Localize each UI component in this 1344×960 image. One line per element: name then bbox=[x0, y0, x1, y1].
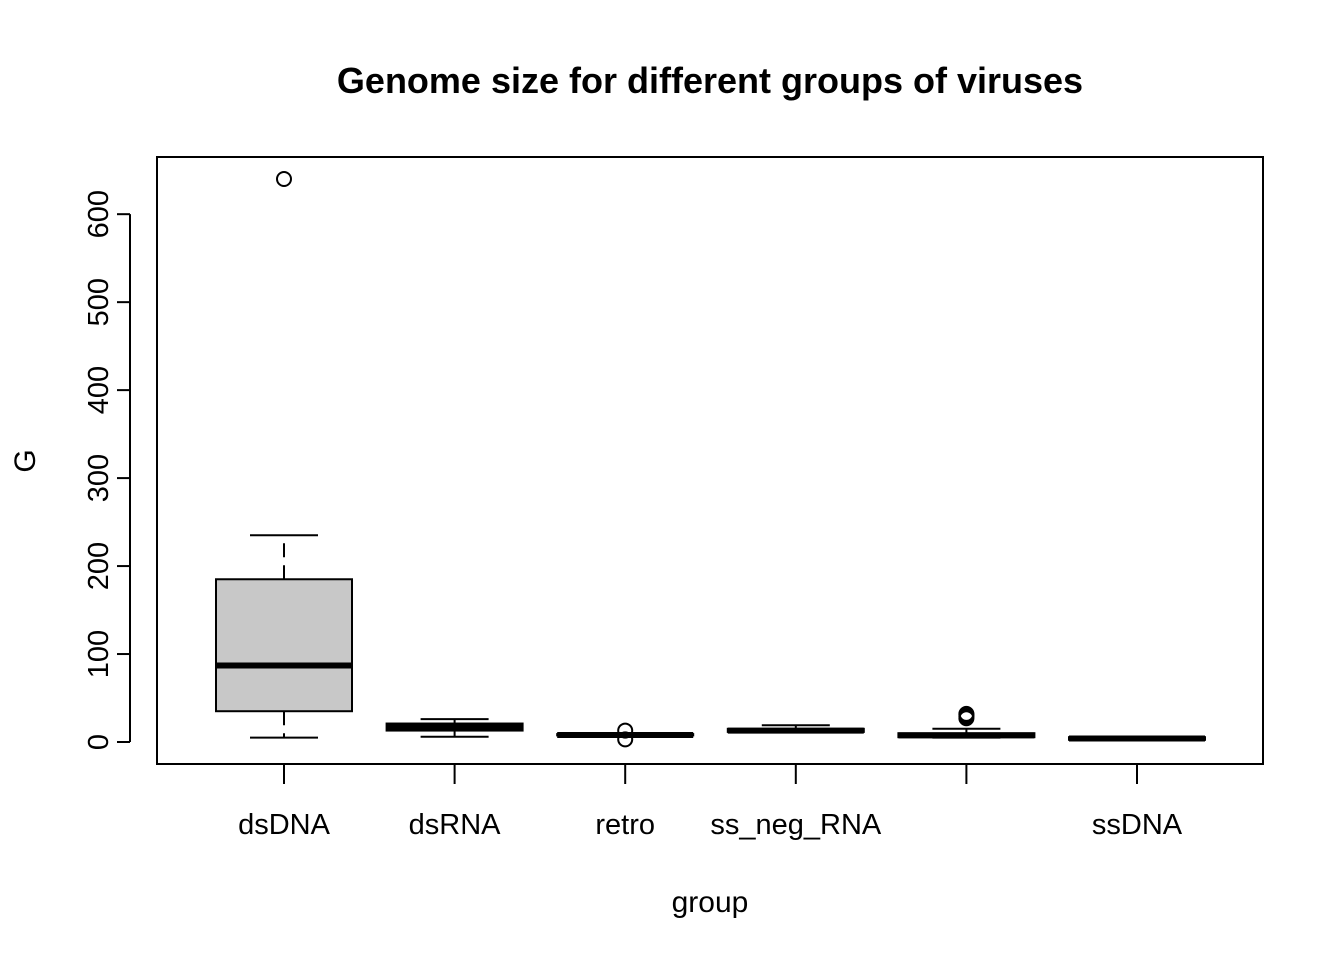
x-tick-label: ssDNA bbox=[1092, 809, 1183, 841]
box-dsRNA bbox=[385, 718, 524, 738]
x-axis: dsDNA dsRNA retro ss_neg_RNA ssDNA bbox=[238, 764, 1183, 841]
box-ss_neg_RNA bbox=[726, 724, 865, 734]
y-axis: 0 100 200 300 400 500 600 bbox=[83, 190, 131, 750]
y-tick-label: 600 bbox=[83, 190, 115, 238]
boxes bbox=[215, 170, 1206, 748]
box-dsDNA bbox=[215, 170, 353, 739]
box-ssDNA bbox=[1068, 735, 1206, 742]
outlier-point bbox=[958, 705, 975, 722]
x-tick-label: ss_neg_RNA bbox=[710, 809, 882, 841]
y-tick-label: 300 bbox=[83, 454, 115, 502]
outlier-point bbox=[617, 731, 634, 748]
box-retro bbox=[556, 722, 695, 748]
y-tick-label: 100 bbox=[83, 630, 115, 678]
y-tick-label: 500 bbox=[83, 278, 115, 326]
x-tick-label: retro bbox=[595, 809, 655, 841]
plot-frame bbox=[156, 156, 1264, 765]
x-axis-label: group bbox=[672, 886, 749, 919]
box-unlabeled bbox=[897, 705, 1036, 739]
box-iqr bbox=[215, 578, 353, 713]
y-tick-label: 400 bbox=[83, 366, 115, 414]
y-axis-label: G bbox=[9, 449, 42, 472]
outlier-point bbox=[617, 722, 634, 739]
x-tick-label: dsDNA bbox=[238, 809, 331, 841]
x-tick-label: dsRNA bbox=[409, 809, 502, 841]
chart-title: Genome size for different groups of viru… bbox=[337, 60, 1083, 101]
outlier-point bbox=[276, 170, 292, 187]
y-tick-label: 0 bbox=[83, 734, 115, 750]
y-tick-label: 200 bbox=[83, 542, 115, 590]
